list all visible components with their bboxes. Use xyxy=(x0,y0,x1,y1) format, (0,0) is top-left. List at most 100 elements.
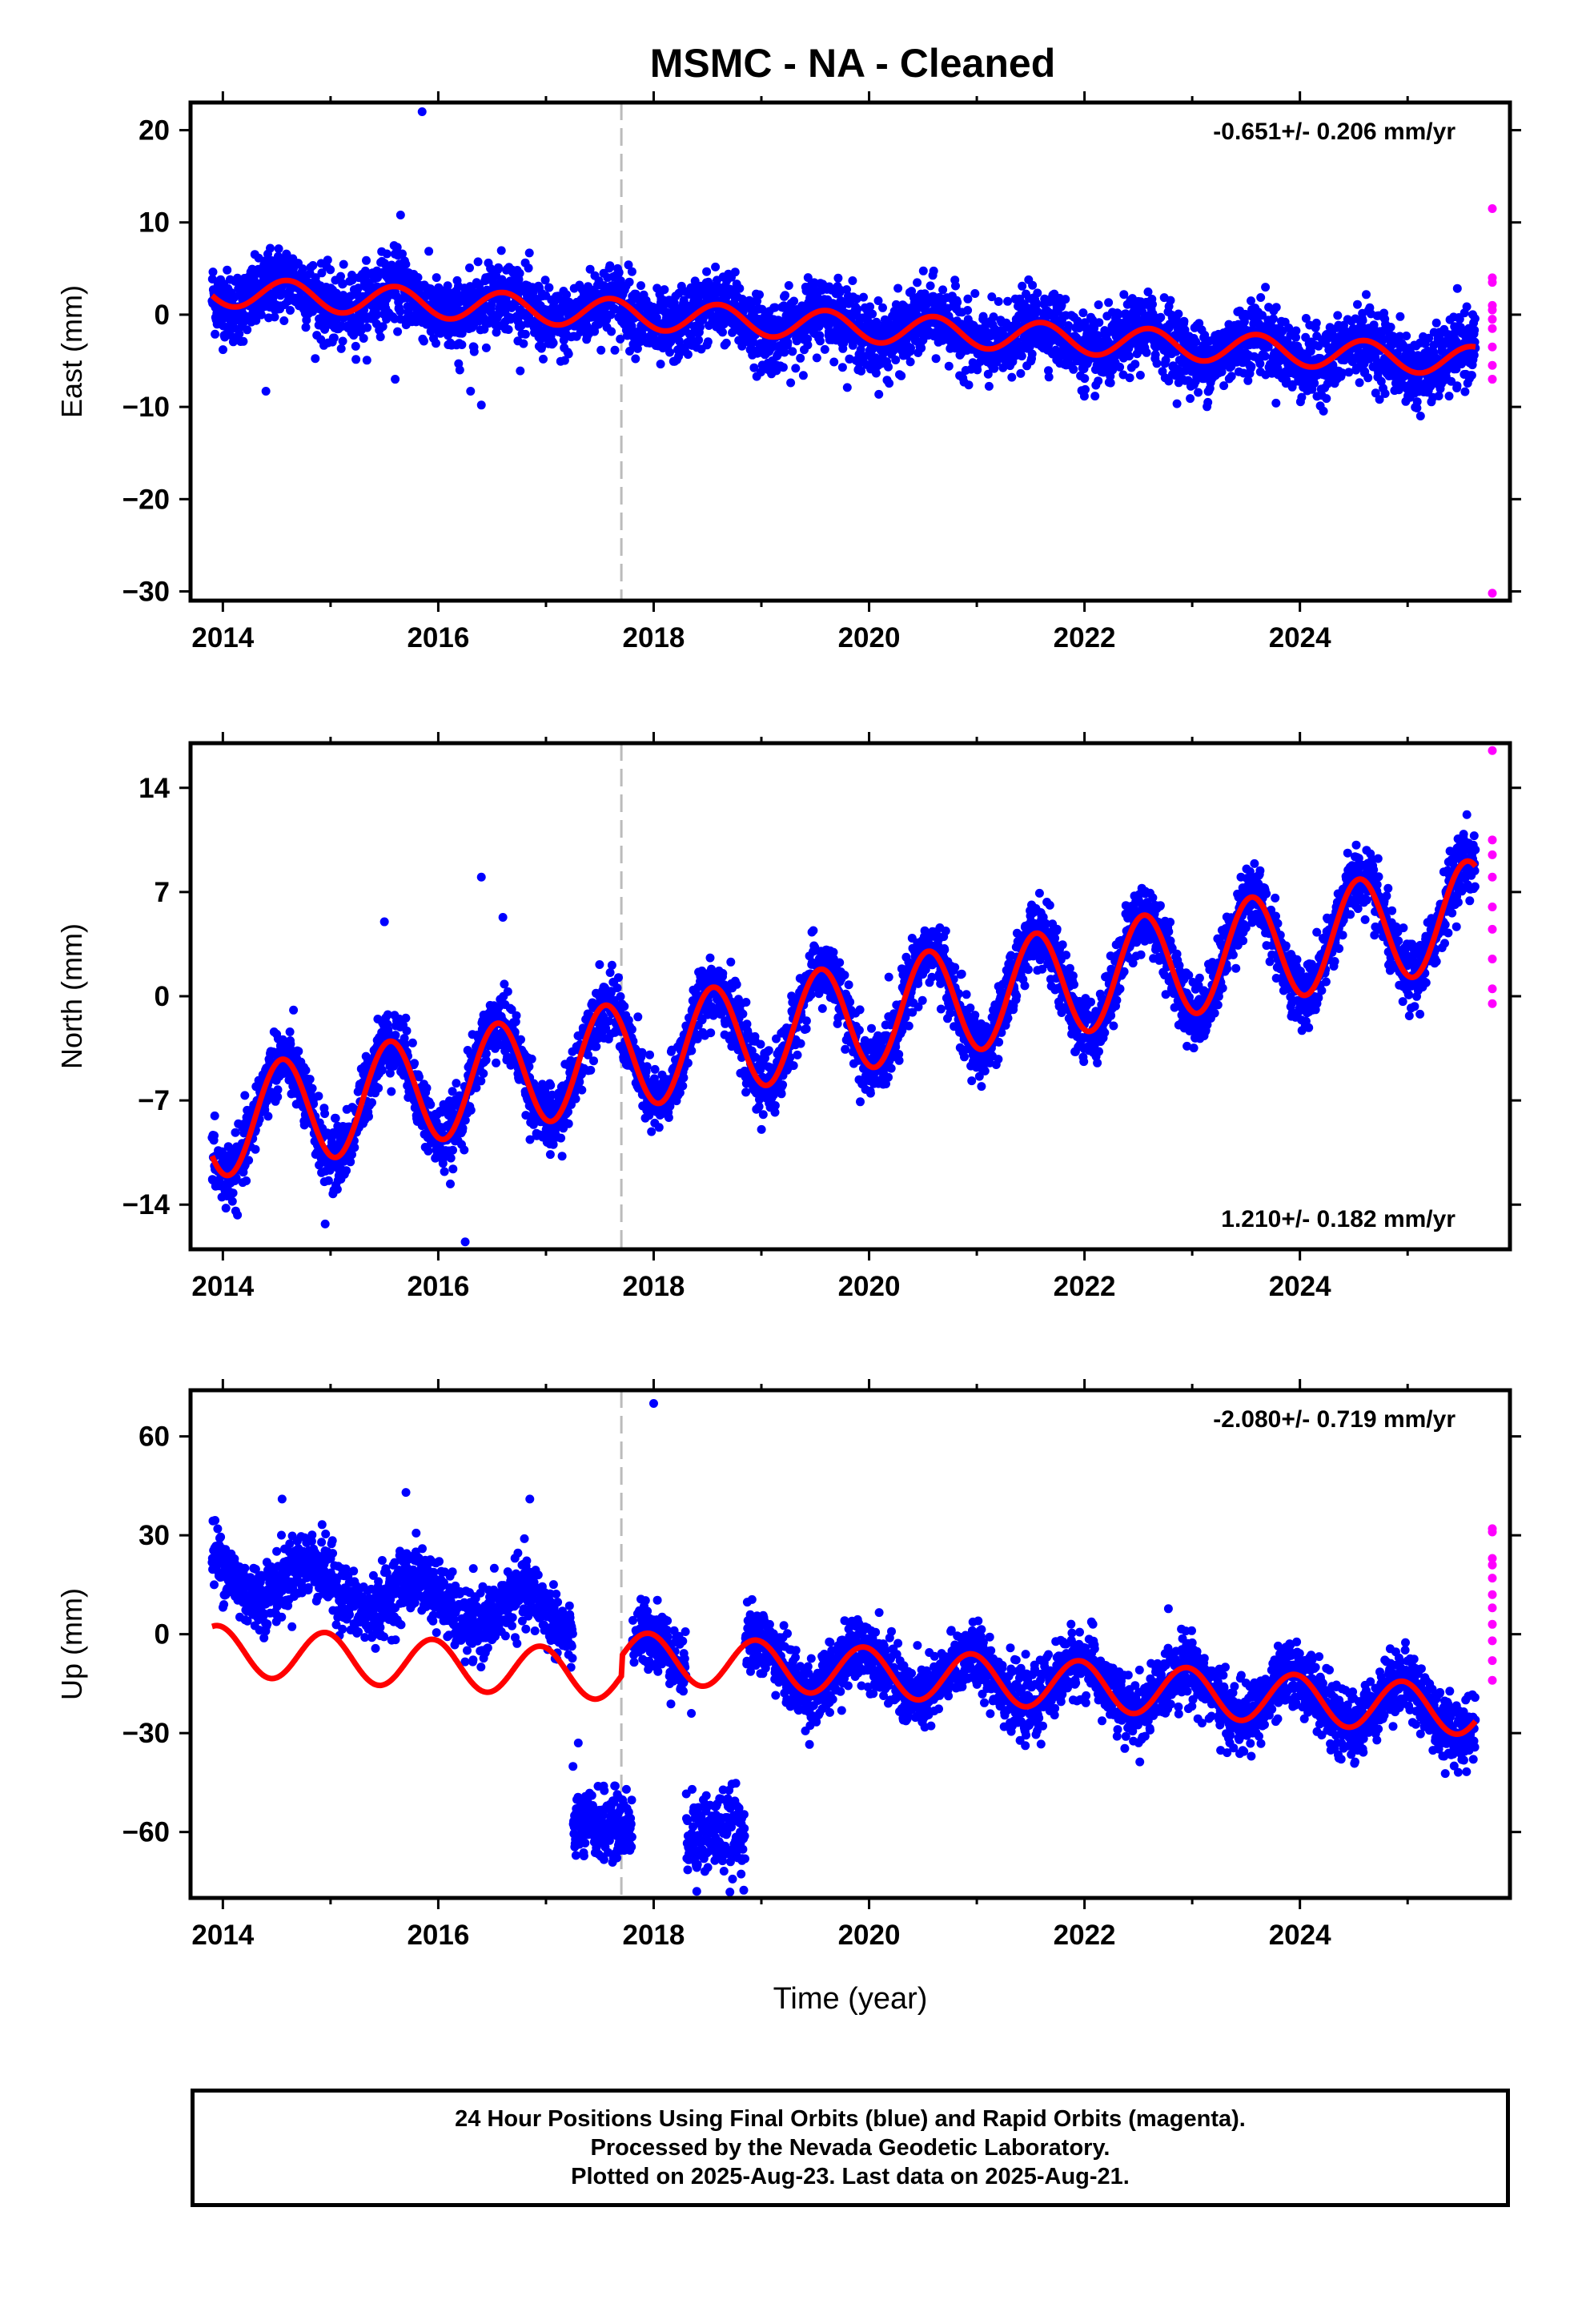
data-point xyxy=(432,273,441,283)
x-tick-label: 2014 xyxy=(191,622,254,653)
data-point xyxy=(994,297,1003,306)
data-point xyxy=(1261,283,1271,292)
data-point xyxy=(1094,300,1103,310)
data-point xyxy=(396,307,405,316)
data-point xyxy=(311,354,320,364)
data-point xyxy=(874,389,884,399)
data-point xyxy=(784,281,793,290)
data-point xyxy=(1078,308,1088,318)
data-point xyxy=(211,329,220,339)
data-point xyxy=(351,355,361,364)
rapid-point xyxy=(1488,278,1497,287)
data-point xyxy=(469,347,479,356)
data-point xyxy=(274,244,283,254)
x-tick-label: 2018 xyxy=(623,622,685,653)
data-point xyxy=(1219,381,1229,391)
data-point xyxy=(339,259,348,269)
data-point xyxy=(1362,290,1371,300)
data-point xyxy=(1094,318,1104,328)
data-point-outlier xyxy=(396,211,405,220)
data-point xyxy=(1081,384,1090,394)
data-point xyxy=(367,1098,376,1108)
data-point xyxy=(473,257,483,267)
data-point xyxy=(221,1204,231,1213)
data-point-outlier xyxy=(466,387,476,396)
data-point xyxy=(239,336,248,346)
data-point xyxy=(1247,362,1256,372)
data-point xyxy=(1319,406,1328,416)
data-point xyxy=(1106,378,1115,388)
data-point xyxy=(812,353,821,363)
rapid-point xyxy=(1488,360,1497,370)
data-point xyxy=(803,340,813,350)
data-point xyxy=(878,303,887,312)
data-point xyxy=(938,285,948,295)
data-point xyxy=(1194,388,1203,397)
data-point xyxy=(496,246,506,255)
data-point xyxy=(326,265,335,275)
data-point xyxy=(683,350,693,360)
data-point xyxy=(331,1113,340,1123)
data-point xyxy=(342,1166,351,1176)
data-point xyxy=(299,1120,309,1130)
data-point xyxy=(539,354,548,364)
y-tick-label: 20 xyxy=(139,115,170,147)
y-axis-label: East (mm) xyxy=(55,285,88,418)
data-point xyxy=(859,292,868,302)
data-point xyxy=(548,338,558,348)
data-point xyxy=(1311,318,1321,328)
data-point xyxy=(524,248,534,258)
rapid-point xyxy=(1488,375,1497,384)
data-point xyxy=(1402,332,1411,340)
data-point xyxy=(913,278,922,287)
data-point-outlier xyxy=(476,400,486,410)
data-point xyxy=(842,383,852,392)
data-point xyxy=(820,344,829,354)
data-point xyxy=(917,344,926,353)
data-point xyxy=(1018,281,1027,291)
data-point xyxy=(1166,296,1175,305)
data-point xyxy=(905,357,915,367)
data-point xyxy=(362,255,371,265)
data-point xyxy=(393,327,403,336)
data-point xyxy=(347,275,357,285)
data-point xyxy=(789,296,799,306)
data-point xyxy=(305,1075,315,1084)
data-point xyxy=(210,1111,219,1120)
data-point xyxy=(520,329,530,339)
data-point xyxy=(660,285,669,295)
data-point xyxy=(371,311,381,320)
data-point xyxy=(235,329,244,339)
data-point xyxy=(791,364,801,373)
data-point xyxy=(944,361,954,371)
data-point xyxy=(1174,309,1183,319)
data-point xyxy=(524,263,533,273)
data-point xyxy=(1094,376,1103,386)
data-point xyxy=(884,362,893,372)
data-point xyxy=(519,339,528,348)
data-point xyxy=(815,336,825,346)
data-point xyxy=(891,356,901,364)
data-point xyxy=(242,1176,251,1185)
chart-title: MSMC - NA - Cleaned xyxy=(650,41,1056,86)
data-point xyxy=(320,1109,330,1119)
data-point xyxy=(853,304,862,314)
data-point xyxy=(289,1005,299,1015)
data-point xyxy=(781,291,790,300)
data-point xyxy=(208,267,218,277)
data-point xyxy=(973,365,982,375)
data-point xyxy=(256,310,266,320)
data-point xyxy=(631,354,640,364)
data-point-outlier xyxy=(261,387,271,396)
data-point xyxy=(833,273,843,283)
data-point xyxy=(755,290,764,300)
data-point xyxy=(1033,288,1042,298)
data-point xyxy=(401,259,411,269)
data-point xyxy=(970,289,980,298)
data-point xyxy=(1462,302,1472,312)
x-tick-label: 2024 xyxy=(1269,622,1331,653)
data-point xyxy=(457,340,467,349)
data-point xyxy=(504,325,513,334)
data-point xyxy=(270,312,279,322)
data-point xyxy=(516,366,525,376)
